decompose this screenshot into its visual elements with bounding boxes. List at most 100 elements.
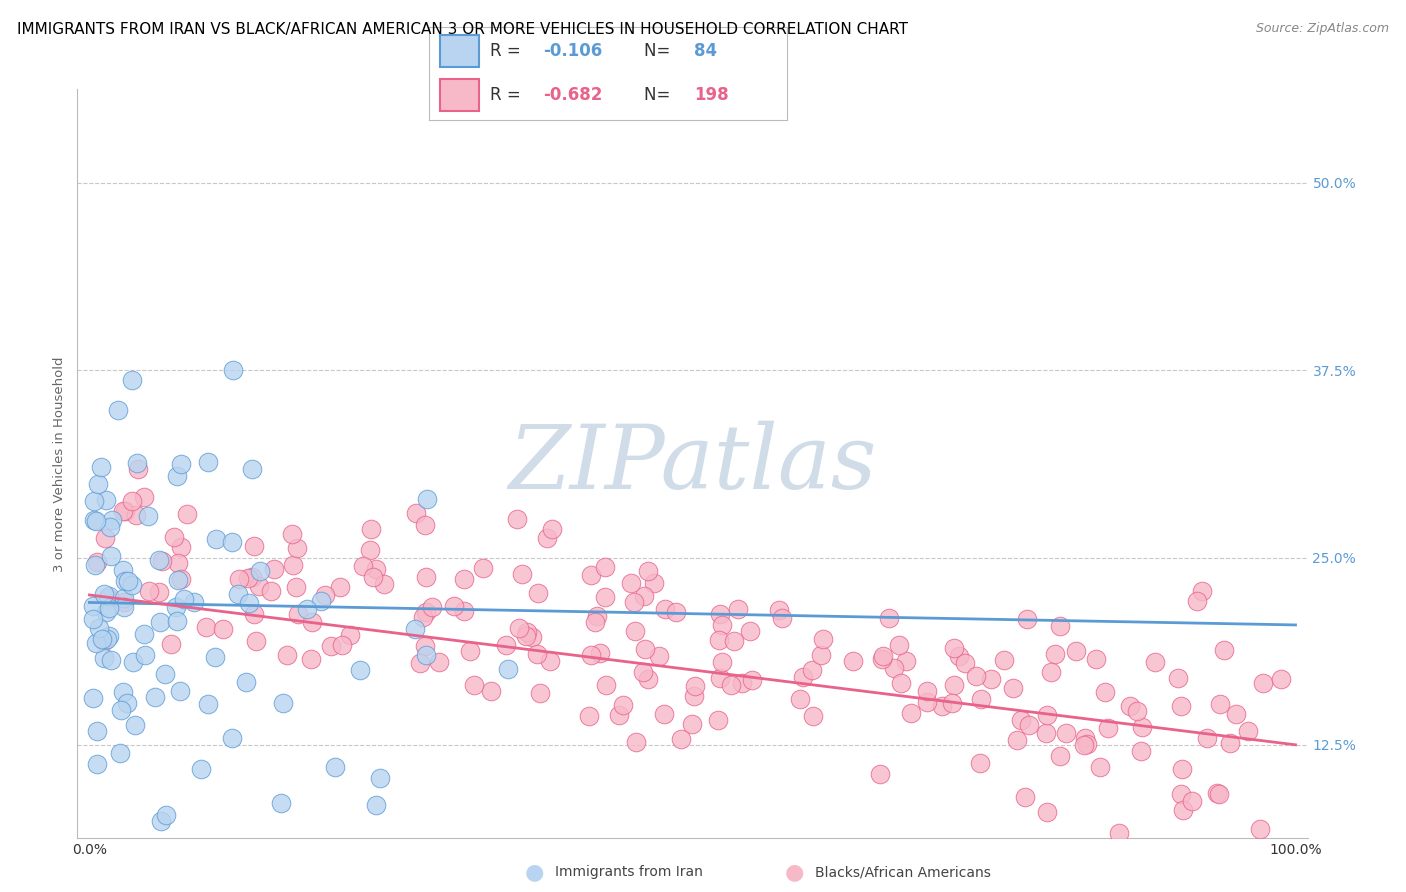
Point [1130,744,1153,758]
Point [111,684,134,698]
Point [682,689,704,703]
Point [709,633,731,648]
Point [250,850,273,864]
Point [228,572,250,586]
Point [420,600,443,615]
Point [84,636,107,650]
Point [460,643,482,657]
Point [325,760,347,774]
Point [136,509,159,524]
Point [83,494,105,508]
Text: -0.682: -0.682 [544,87,603,104]
Point [506,512,529,526]
Point [93,586,115,600]
Point [122,655,145,669]
Point [86,757,108,772]
Text: N=: N= [644,42,675,60]
Point [148,553,170,567]
Point [710,618,733,632]
Point [110,703,132,717]
Point [1036,805,1059,819]
Point [1097,721,1119,735]
Point [373,577,395,591]
Point [1236,723,1258,738]
Point [94,492,117,507]
Point [260,583,283,598]
Point [593,590,616,604]
Point [953,656,976,670]
Point [359,543,381,558]
Point [792,670,814,684]
Point [541,522,564,536]
Point [1064,643,1087,657]
Point [238,571,260,585]
Point [124,508,146,522]
Point [173,591,195,606]
Point [578,709,600,723]
Point [170,457,193,471]
Point [143,690,166,704]
Point [789,692,811,706]
Point [155,808,177,822]
Point [463,678,485,692]
Point [97,629,120,643]
Point [607,707,630,722]
Point [96,632,118,646]
Point [579,648,602,662]
Point [90,460,112,475]
Point [197,697,219,711]
Point [619,576,641,591]
Point [240,570,263,584]
Point [226,586,249,600]
Point [169,683,191,698]
Point [111,563,134,577]
Point [508,621,530,635]
Point [247,579,270,593]
Point [112,504,135,518]
FancyBboxPatch shape [440,35,479,67]
Point [84,558,107,572]
Point [107,402,129,417]
Point [917,684,939,698]
Point [709,607,731,622]
Point [190,762,212,776]
Point [915,696,938,710]
Point [720,678,742,692]
Point [150,553,173,567]
Point [352,559,374,574]
Point [583,615,606,630]
Point [879,611,901,625]
Point [165,599,187,614]
Point [1054,726,1077,740]
Point [1167,671,1189,685]
Point [948,648,970,663]
Point [1249,822,1271,836]
Point [683,680,706,694]
Point [612,698,634,712]
Point [631,665,654,679]
Point [82,612,104,626]
Point [121,494,143,508]
Point [160,637,183,651]
Point [114,574,136,588]
Point [314,588,336,602]
Point [117,696,139,710]
Point [770,611,793,625]
Point [167,573,190,587]
Point [883,660,905,674]
Point [510,566,533,581]
Point [183,595,205,609]
Point [536,531,558,545]
Point [515,629,537,643]
Point [1170,787,1192,801]
Point [624,735,647,749]
Point [1040,665,1063,679]
Point [134,648,156,663]
Point [221,731,243,745]
Point [132,627,155,641]
Point [170,540,193,554]
Point [249,564,271,578]
Point [242,462,264,476]
Point [415,648,437,663]
Point [1205,786,1227,800]
